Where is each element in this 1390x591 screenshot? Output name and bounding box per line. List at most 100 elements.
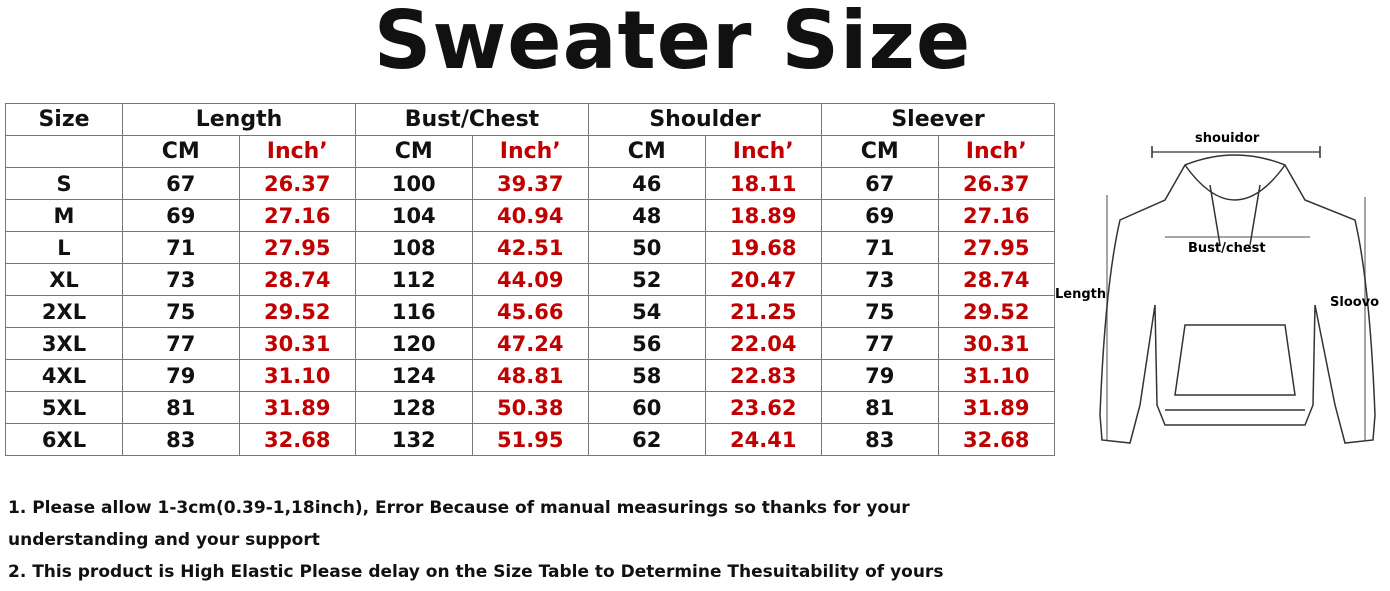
- size-cell: 3XL: [5, 327, 123, 360]
- table-row: 4XL 79 31.10 124 48.81 58 22.83 79 31.10: [5, 359, 1055, 392]
- value-cell: 47.24: [471, 327, 589, 360]
- value-cell: 60: [588, 391, 706, 424]
- value-cell: 67: [122, 167, 240, 200]
- value-cell: 71: [122, 231, 240, 264]
- value-cell: 73: [122, 263, 240, 296]
- table-row: 5XL 81 31.89 128 50.38 60 23.62 81 31.89: [5, 391, 1055, 424]
- table-row: Size Length Bust/Chest Shoulder Sleever: [5, 103, 1055, 136]
- unit-cell: Inch’: [238, 135, 356, 168]
- value-cell: 31.89: [238, 391, 356, 424]
- value-cell: 23.62: [704, 391, 822, 424]
- table-row: L 71 27.95 108 42.51 50 19.68 71 27.95: [5, 231, 1055, 264]
- value-cell: 20.47: [704, 263, 822, 296]
- table-row: CM Inch’ CM Inch’ CM Inch’ CM Inch’: [5, 135, 1055, 168]
- header-cell: Shoulder: [588, 103, 822, 136]
- note: 1. Please allow 1-3cm(0.39-1,18inch), Er…: [8, 498, 910, 550]
- value-cell: 75: [122, 295, 240, 328]
- value-cell: 42.51: [471, 231, 589, 264]
- value-cell: 31.10: [937, 359, 1055, 392]
- value-cell: 120: [355, 327, 473, 360]
- value-cell: 77: [821, 327, 939, 360]
- value-cell: 56: [588, 327, 706, 360]
- value-cell: 108: [355, 231, 473, 264]
- value-cell: 132: [355, 423, 473, 456]
- table-row: XL 73 28.74 112 44.09 52 20.47 73 28.74: [5, 263, 1055, 296]
- size-cell: L: [5, 231, 123, 264]
- value-cell: 28.74: [937, 263, 1055, 296]
- table-row: S 67 26.37 100 39.37 46 18.11 67 26.37: [5, 167, 1055, 200]
- sleeve-label: Sloovo: [1330, 295, 1379, 310]
- value-cell: 32.68: [937, 423, 1055, 456]
- value-cell: 18.89: [704, 199, 822, 232]
- value-cell: 69: [821, 199, 939, 232]
- value-cell: 27.95: [238, 231, 356, 264]
- value-cell: 45.66: [471, 295, 589, 328]
- size-table: Size Length Bust/Chest Shoulder Sleever CM Inc…: [5, 103, 1055, 456]
- length-label: Length: [1055, 287, 1106, 302]
- unit-cell: Inch’: [937, 135, 1055, 168]
- value-cell: 77: [122, 327, 240, 360]
- size-cell: S: [5, 167, 123, 200]
- table-row: M 69 27.16 104 40.94 48 18.89 69 27.16: [5, 199, 1055, 232]
- value-cell: 71: [821, 231, 939, 264]
- value-cell: 31.10: [238, 359, 356, 392]
- value-cell: 67: [821, 167, 939, 200]
- value-cell: 52: [588, 263, 706, 296]
- value-cell: 81: [821, 391, 939, 424]
- value-cell: 29.52: [937, 295, 1055, 328]
- value-cell: 48: [588, 199, 706, 232]
- value-cell: 100: [355, 167, 473, 200]
- value-cell: 27.16: [937, 199, 1055, 232]
- value-cell: 81: [122, 391, 240, 424]
- value-cell: 30.31: [238, 327, 356, 360]
- unit-cell: CM: [122, 135, 240, 168]
- value-cell: 21.25: [704, 295, 822, 328]
- value-cell: 24.41: [704, 423, 822, 456]
- unit-cell: CM: [588, 135, 706, 168]
- unit-cell: Inch’: [471, 135, 589, 168]
- value-cell: 44.09: [471, 263, 589, 296]
- table-row: 3XL 77 30.31 120 47.24 56 22.04 77 30.31: [5, 327, 1055, 360]
- table-row: 2XL 75 29.52 116 45.66 54 21.25 75 29.52: [5, 295, 1055, 328]
- value-cell: 104: [355, 199, 473, 232]
- value-cell: 83: [122, 423, 240, 456]
- value-cell: 48.81: [471, 359, 589, 392]
- size-cell: M: [5, 199, 123, 232]
- value-cell: 128: [355, 391, 473, 424]
- bust-label: Bust/chest: [1188, 241, 1266, 256]
- value-cell: 50: [588, 231, 706, 264]
- shoulder-label: shouidor: [1195, 131, 1260, 146]
- value-cell: 83: [821, 423, 939, 456]
- unit-cell: CM: [821, 135, 939, 168]
- value-cell: 28.74: [238, 263, 356, 296]
- value-cell: 27.95: [937, 231, 1055, 264]
- value-cell: 124: [355, 359, 473, 392]
- value-cell: 54: [588, 295, 706, 328]
- header-cell: Bust/Chest: [355, 103, 589, 136]
- value-cell: 40.94: [471, 199, 589, 232]
- value-cell: 50.38: [471, 391, 589, 424]
- size-cell: 5XL: [5, 391, 123, 424]
- hoodie-diagram: shouidor Bust/chest Length Sloovo: [1055, 131, 1379, 444]
- header-cell: Sleever: [821, 103, 1055, 136]
- value-cell: 79: [122, 359, 240, 392]
- empty-cell: [5, 135, 123, 168]
- header-cell: Size: [5, 103, 123, 136]
- value-cell: 58: [588, 359, 706, 392]
- value-cell: 51.95: [471, 423, 589, 456]
- unit-cell: Inch’: [704, 135, 822, 168]
- unit-cell: CM: [355, 135, 473, 168]
- size-cell: 4XL: [5, 359, 123, 392]
- value-cell: 39.37: [471, 167, 589, 200]
- value-cell: 19.68: [704, 231, 822, 264]
- value-cell: 79: [821, 359, 939, 392]
- note: 2. This product is High Elastic Please d…: [8, 562, 944, 582]
- value-cell: 26.37: [238, 167, 356, 200]
- value-cell: 31.89: [937, 391, 1055, 424]
- value-cell: 30.31: [937, 327, 1055, 360]
- value-cell: 26.37: [937, 167, 1055, 200]
- value-cell: 22.04: [704, 327, 822, 360]
- value-cell: 22.83: [704, 359, 822, 392]
- value-cell: 32.68: [238, 423, 356, 456]
